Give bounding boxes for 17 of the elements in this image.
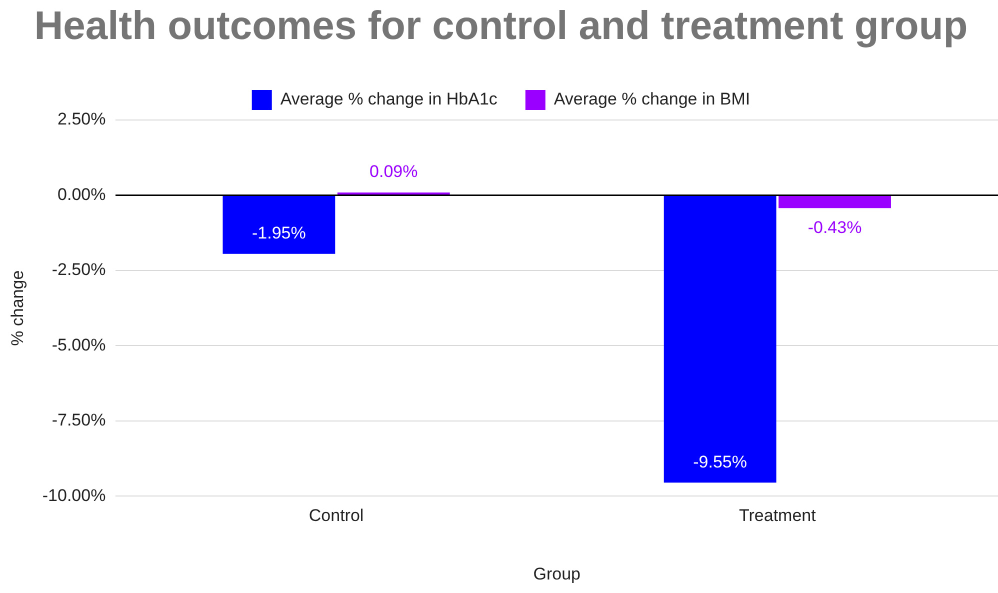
- y-tick-label: 0.00%: [58, 184, 106, 204]
- y-tick-label: -7.50%: [52, 410, 106, 430]
- x-tick-label: Treatment: [739, 506, 816, 526]
- y-axis-title: % change: [8, 270, 27, 346]
- x-axis-title: Group: [533, 564, 580, 584]
- legend-label: Average % change in BMI: [554, 90, 750, 109]
- chart-title: Health outcomes for control and treatment group: [34, 4, 968, 48]
- y-tick-label: 2.50%: [58, 110, 106, 129]
- data-label: -1.95%: [252, 224, 306, 243]
- data-label: -9.55%: [693, 452, 748, 472]
- legend-label: Average % change in HbA1c: [280, 90, 498, 109]
- y-tick-label: -5.00%: [52, 335, 106, 354]
- data-label: -0.43%: [808, 218, 862, 237]
- y-tick-label: -10.00%: [42, 486, 106, 505]
- data-label: 0.09%: [370, 162, 418, 182]
- x-tick-label: Control: [308, 506, 364, 526]
- y-tick-label: -2.50%: [52, 260, 106, 280]
